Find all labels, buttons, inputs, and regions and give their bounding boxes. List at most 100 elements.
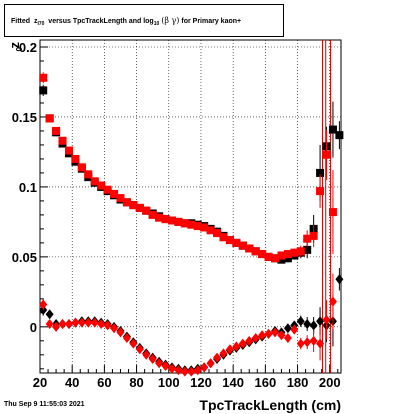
data-point xyxy=(290,324,299,335)
data-point xyxy=(206,358,215,369)
data-point xyxy=(200,362,209,373)
data-point xyxy=(200,223,209,232)
data-point xyxy=(271,254,280,263)
data-point xyxy=(155,358,164,369)
data-point xyxy=(193,365,202,376)
data-point xyxy=(77,163,86,172)
data-point xyxy=(90,317,99,328)
data-point xyxy=(116,194,125,203)
series-3 xyxy=(39,273,337,377)
data-point xyxy=(39,299,48,310)
data-point xyxy=(39,73,48,82)
data-point xyxy=(303,245,312,254)
data-point xyxy=(303,234,312,243)
title-prefix: Fitted xyxy=(11,18,31,25)
data-point xyxy=(296,338,305,349)
data-point xyxy=(277,255,286,264)
x-tick-label: 40 xyxy=(65,375,79,390)
data-point xyxy=(316,168,325,177)
x-tick-label: 180 xyxy=(287,375,309,390)
data-point xyxy=(296,247,305,256)
title-var-sub: I70 xyxy=(37,21,45,27)
x-tick-label: 160 xyxy=(254,375,276,390)
data-point xyxy=(148,210,157,219)
data-point xyxy=(290,248,299,257)
title-var: z xyxy=(33,18,38,25)
data-point xyxy=(71,317,80,328)
data-point xyxy=(245,335,254,346)
title-box: Fitted zI70 versus TpcTrackLength and lo… xyxy=(4,4,284,37)
data-point xyxy=(45,114,54,123)
data-point xyxy=(271,327,280,338)
data-point xyxy=(193,222,202,231)
data-point xyxy=(122,198,131,207)
data-point xyxy=(122,333,131,344)
data-point xyxy=(90,177,99,186)
data-point xyxy=(277,330,286,341)
data-point xyxy=(283,323,292,334)
y-tick-label: 0.1 xyxy=(19,180,37,195)
data-point xyxy=(116,327,125,338)
data-point xyxy=(161,215,170,224)
data-point xyxy=(219,348,228,359)
data-point xyxy=(219,233,228,242)
y-tick-label: 0 xyxy=(30,320,37,335)
title-middle: versus TpcTrackLength and log xyxy=(48,18,154,25)
data-point xyxy=(155,213,164,222)
x-tick-label: 100 xyxy=(158,375,180,390)
data-point xyxy=(232,238,241,247)
data-point xyxy=(328,296,337,307)
y-axis-label-superscript: 0 xyxy=(15,46,24,51)
data-point xyxy=(309,320,318,331)
data-point xyxy=(167,216,176,225)
data-point xyxy=(303,319,312,330)
data-point xyxy=(322,314,331,325)
data-point xyxy=(39,86,48,95)
data-point xyxy=(97,181,106,190)
y-tick-label: 0.05 xyxy=(12,250,37,265)
data-point xyxy=(97,319,106,330)
data-point xyxy=(258,250,267,259)
data-point xyxy=(251,333,260,344)
x-tick-label: 60 xyxy=(97,375,111,390)
data-point xyxy=(58,319,67,330)
data-point xyxy=(225,236,234,245)
data-point xyxy=(264,328,273,339)
data-point xyxy=(238,241,247,250)
data-point xyxy=(45,309,54,320)
data-point xyxy=(316,316,325,327)
plot-frame xyxy=(39,39,342,374)
data-point xyxy=(187,366,196,377)
data-point xyxy=(335,131,344,140)
data-point xyxy=(309,335,318,346)
data-point xyxy=(52,321,61,332)
data-point xyxy=(283,250,292,259)
data-point xyxy=(135,203,144,212)
data-point xyxy=(84,170,93,179)
data-point xyxy=(167,363,176,374)
data-point xyxy=(296,316,305,327)
x-tick-label: 80 xyxy=(129,375,143,390)
y-tick-label: 0.2 xyxy=(19,40,37,55)
x-tick-label: 120 xyxy=(190,375,212,390)
title-suffix: for Primary kaon+ xyxy=(181,18,242,25)
data-point xyxy=(225,344,234,355)
data-point xyxy=(52,126,61,135)
data-point xyxy=(129,338,138,349)
x-tick-label: 140 xyxy=(222,375,244,390)
data-point xyxy=(148,354,157,365)
data-point xyxy=(277,251,286,260)
data-point xyxy=(251,247,260,256)
data-point xyxy=(335,274,344,285)
footer-date: Thu Sep 9 11:55:03 2021 xyxy=(4,401,85,408)
chart-title: Fitted zI70 versus TpcTrackLength and lo… xyxy=(11,16,241,27)
x-axis-label: TpcTrackLength (cm) xyxy=(199,397,341,413)
data-point xyxy=(135,344,144,355)
data-point xyxy=(180,219,189,228)
data-point xyxy=(77,317,86,328)
x-tick-label: 200 xyxy=(319,375,341,390)
y-axis-label: z xyxy=(7,42,22,49)
data-point xyxy=(142,349,151,360)
data-point xyxy=(129,201,138,210)
